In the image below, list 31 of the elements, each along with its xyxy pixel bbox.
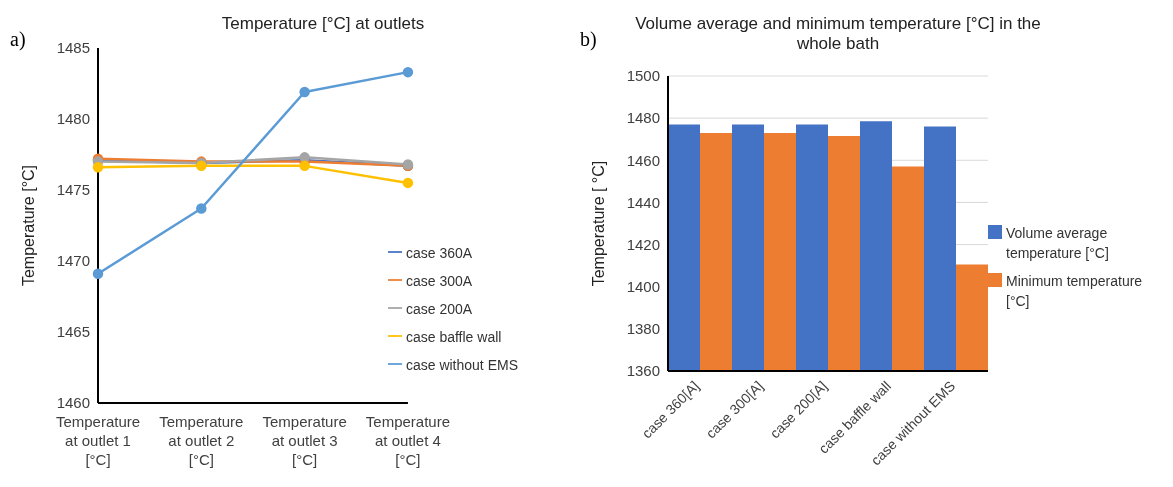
y-tick-label: 1480 [626,109,660,127]
x-tick-label: Temperature at outlet 3 [°C] [262,413,347,468]
legend-label: case 200A [405,300,473,319]
x-tick-label: Temperature at outlet 4 [°C] [365,413,451,468]
y-tick-label: 1475 [56,181,90,199]
y-tick-label: 1380 [626,320,660,338]
y-tick-label: 1470 [56,252,90,270]
y-tick-label: 1485 [56,39,90,57]
y-tick-label: 1400 [626,278,660,296]
text: b) [580,28,597,51]
y-tick-label: 1460 [626,151,660,169]
y-axis-title: Temperature [ °C] [589,160,607,287]
y-tick-label: 1420 [626,235,660,253]
y-tick-label: 1500 [626,67,660,85]
y-tick-label: 1440 [626,193,660,211]
legend-label: Minimum temperature [°C] [1006,272,1144,311]
y-tick-label: 1360 [626,362,660,380]
y-tick-label: 1480 [56,110,90,128]
legend-label: case 300A [405,272,473,291]
x-tick-label: Temperature at outlet 1 [°C] [55,413,141,468]
legend-label: case baffle wall [405,328,502,347]
legend-label: Volume average temperature [°C] [1006,224,1110,263]
text: a) [10,28,26,51]
legend-label: case without EMS [405,356,518,375]
chart-title: Volume average and minimum temperature [°C] in the whole bath [634,14,1042,54]
legend-label: case 360A [405,244,473,263]
y-tick-label: 1465 [56,323,90,341]
y-axis-title: Temperature [°C] [19,164,37,287]
chart-title: Temperature [°C] at outlets [220,14,426,34]
x-tick-label: Temperature at outlet 2 [°C] [159,413,244,468]
y-tick-label: 1460 [56,394,90,412]
